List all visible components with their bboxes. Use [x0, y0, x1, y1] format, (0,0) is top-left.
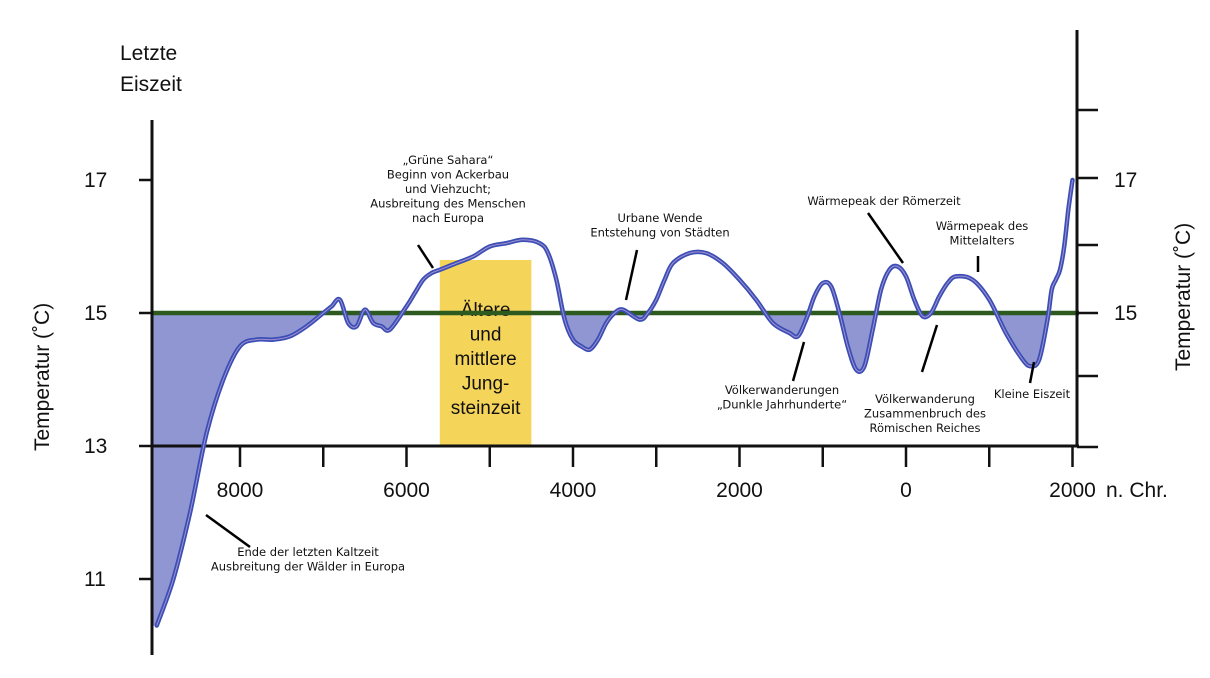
annotation-line: „Grüne Sahara“ [403, 153, 494, 167]
annotation-text: Völkerwanderungen „Dunkle Jahrhunderte“ [717, 383, 847, 412]
y-tick-label-left: 15 [84, 302, 107, 325]
annotation-text: Urbane Wende Entstehung von Städten [590, 211, 729, 240]
y-tick-label-right: 17 [1114, 169, 1137, 192]
annotation-text: „Grüne Sahara“ Beginn von Ackerbau und Vie… [370, 153, 526, 225]
annotation-line: Wärmepeak des [936, 219, 1029, 233]
annotation-line: Völkerwanderung [875, 392, 975, 406]
annotation-line: Ende der letzten Kaltzeit [237, 545, 379, 559]
annotations: „Grüne Sahara“ Beginn von Ackerbau und Vie… [205, 153, 1071, 574]
annotation-text: Ende der letzten Kaltzeit Ausbreitung der… [211, 545, 405, 574]
neolithic-band [439, 260, 532, 446]
y-tick-label-left: 11 [84, 568, 106, 591]
annotation-line: Beginn von Ackerbau [387, 168, 509, 182]
right-axis-label: Temperatur (˚C) [1172, 223, 1195, 371]
y-tick-label-right: 15 [1114, 302, 1137, 325]
annotation-text: Kleine Eiszeit [994, 387, 1071, 401]
annotation-line: Entstehung von Städten [590, 226, 729, 240]
annotation-line: und Viehzucht; [405, 182, 491, 196]
annotation-line: Römischen Reiches [870, 421, 981, 435]
annotation-leader [416, 244, 435, 269]
annotation-line: Zusammenbruch des [864, 407, 986, 421]
x-axis-unit: n. Chr. [1106, 479, 1168, 502]
annotation-leader [866, 212, 905, 264]
left-axis-label: Temperatur (˚C) [31, 303, 54, 451]
x-tick-label: 8000 [217, 479, 264, 502]
band-label-line: steinzeit [451, 398, 521, 419]
y-tick-label-left: 17 [84, 169, 107, 192]
band-label-line: und [470, 325, 502, 346]
annotation-line: „Dunkle Jahrhunderte“ [717, 398, 847, 412]
x-tick-label: 2000 [1049, 479, 1096, 502]
x-tick-label: 0 [900, 479, 912, 502]
annotation-leader [791, 341, 806, 382]
annotation-leader [205, 513, 251, 549]
annotation-leader [1028, 361, 1036, 384]
band-label-line: Jung- [462, 374, 510, 395]
annotation-leader [624, 249, 639, 301]
annotation-line: Mittelalters [950, 234, 1015, 248]
annotation-line: Wärmepeak der Römerzeit [807, 194, 961, 208]
annotation-line: nach Europa [412, 211, 484, 225]
y-tick-label-left: 13 [84, 435, 107, 458]
x-tick-label: 6000 [383, 479, 430, 502]
band-label-line: mittlere [454, 349, 516, 370]
x-tick-label: 4000 [550, 479, 597, 502]
band-label-line: Ältere [461, 300, 511, 321]
corner-label: Letzte Eiszeit [120, 42, 183, 96]
annotation-line: Völkerwanderungen [725, 383, 839, 397]
neolithic-band-label: Ältere und mittlere Jung-steinzeit [451, 300, 521, 419]
left-axis-ticks: 17 15 13 11 [84, 169, 152, 591]
annotation-line: Urbane Wende [618, 211, 703, 225]
annotation-line: Kleine Eiszeit [994, 387, 1071, 401]
annotation-text: Völkerwanderung Zusammenbruch des Römische… [864, 392, 986, 435]
temperature-curve-highlight [156, 179, 1073, 626]
annotation-text: Wärmepeak des Mittelalters [936, 219, 1029, 248]
x-axis-ticks: 8000 6000 4000 2000 0 2000 [217, 446, 1096, 502]
annotation-line: Ausbreitung der Wälder in Europa [211, 560, 405, 574]
annotation-line: Ausbreitung des Menschen [370, 197, 526, 211]
annotation-text: Wärmepeak der Römerzeit [807, 194, 961, 208]
x-tick-label: 2000 [716, 479, 763, 502]
annotation-leader [920, 324, 939, 373]
